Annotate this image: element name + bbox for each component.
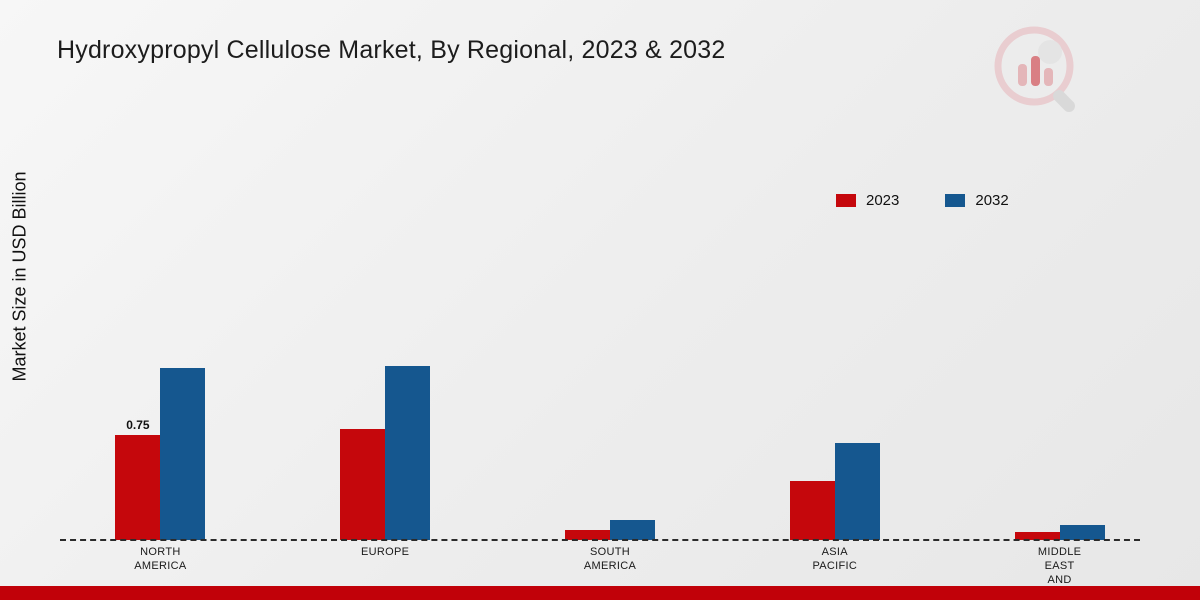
bar-group: SOUTH AMERICA: [498, 520, 723, 572]
bar-2023-asia-pacific: [789, 481, 835, 540]
category-label: SOUTH AMERICA: [583, 546, 637, 572]
bar-2032-asia-pacific: [834, 443, 880, 540]
legend-label: 2032: [975, 192, 1009, 209]
bar-2032-south-america: [609, 520, 655, 540]
legend: 2023 2032: [836, 192, 1009, 209]
bar-wrap: [609, 520, 655, 540]
bar-pair: [1014, 525, 1105, 540]
bar-2023-middle-east-and-africa: [1014, 532, 1060, 540]
bar-2023-europe: [340, 429, 386, 540]
brand-logo: [994, 26, 1075, 112]
category-label: EUROPE: [361, 546, 410, 558]
legend-swatch: [836, 194, 856, 207]
bar-2023-north-america: [115, 435, 161, 540]
legend-label: 2023: [866, 192, 900, 209]
chart-title: Hydroxypropyl Cellulose Market, By Regio…: [57, 36, 726, 64]
bar-2032-europe: [385, 366, 431, 540]
y-axis-label: Market Size in USD Billion: [9, 171, 30, 382]
bar-group: ASIA PACIFIC: [722, 443, 947, 572]
category-label: NORTH AMERICA: [134, 546, 187, 572]
bar-pair: [340, 366, 431, 540]
bar-group: EUROPE: [273, 366, 498, 558]
x-axis-baseline: [60, 539, 1140, 541]
bar-wrap: [789, 481, 835, 540]
bar-pair: 0.75: [115, 368, 206, 540]
legend-item-2023: 2023: [836, 192, 899, 209]
legend-swatch: [945, 194, 966, 207]
bar-pair: [564, 520, 655, 540]
bar-wrap: [160, 368, 206, 540]
bar-wrap: [1059, 525, 1105, 540]
bar-group: MIDDLEEASTANDAFRICA: [947, 525, 1172, 600]
bar-wrap: [834, 443, 880, 540]
bar-wrap: [385, 366, 431, 540]
bar-wrap: [564, 530, 610, 540]
bar-2032-north-america: [160, 368, 206, 540]
bar-wrap: [340, 429, 386, 540]
bar-pair: [789, 443, 880, 540]
bar-wrap: [1014, 532, 1060, 540]
bar-group: 0.75 NORTH AMERICA: [48, 368, 273, 572]
bar-groups: 0.75 NORTH AMERICA EUROPE SOUTH AMERICA ASIA PA…: [48, 366, 1172, 600]
bar-value-label: 0.75: [126, 418, 150, 432]
bar-2023-south-america: [564, 530, 610, 540]
legend-item-2032: 2032: [945, 192, 1009, 209]
footer-accent-bar: [0, 586, 1200, 600]
category-label: ASIA PACIFIC: [812, 546, 858, 572]
bar-wrap: 0.75: [115, 418, 161, 540]
bar-2032-middle-east-and-africa: [1059, 525, 1105, 540]
